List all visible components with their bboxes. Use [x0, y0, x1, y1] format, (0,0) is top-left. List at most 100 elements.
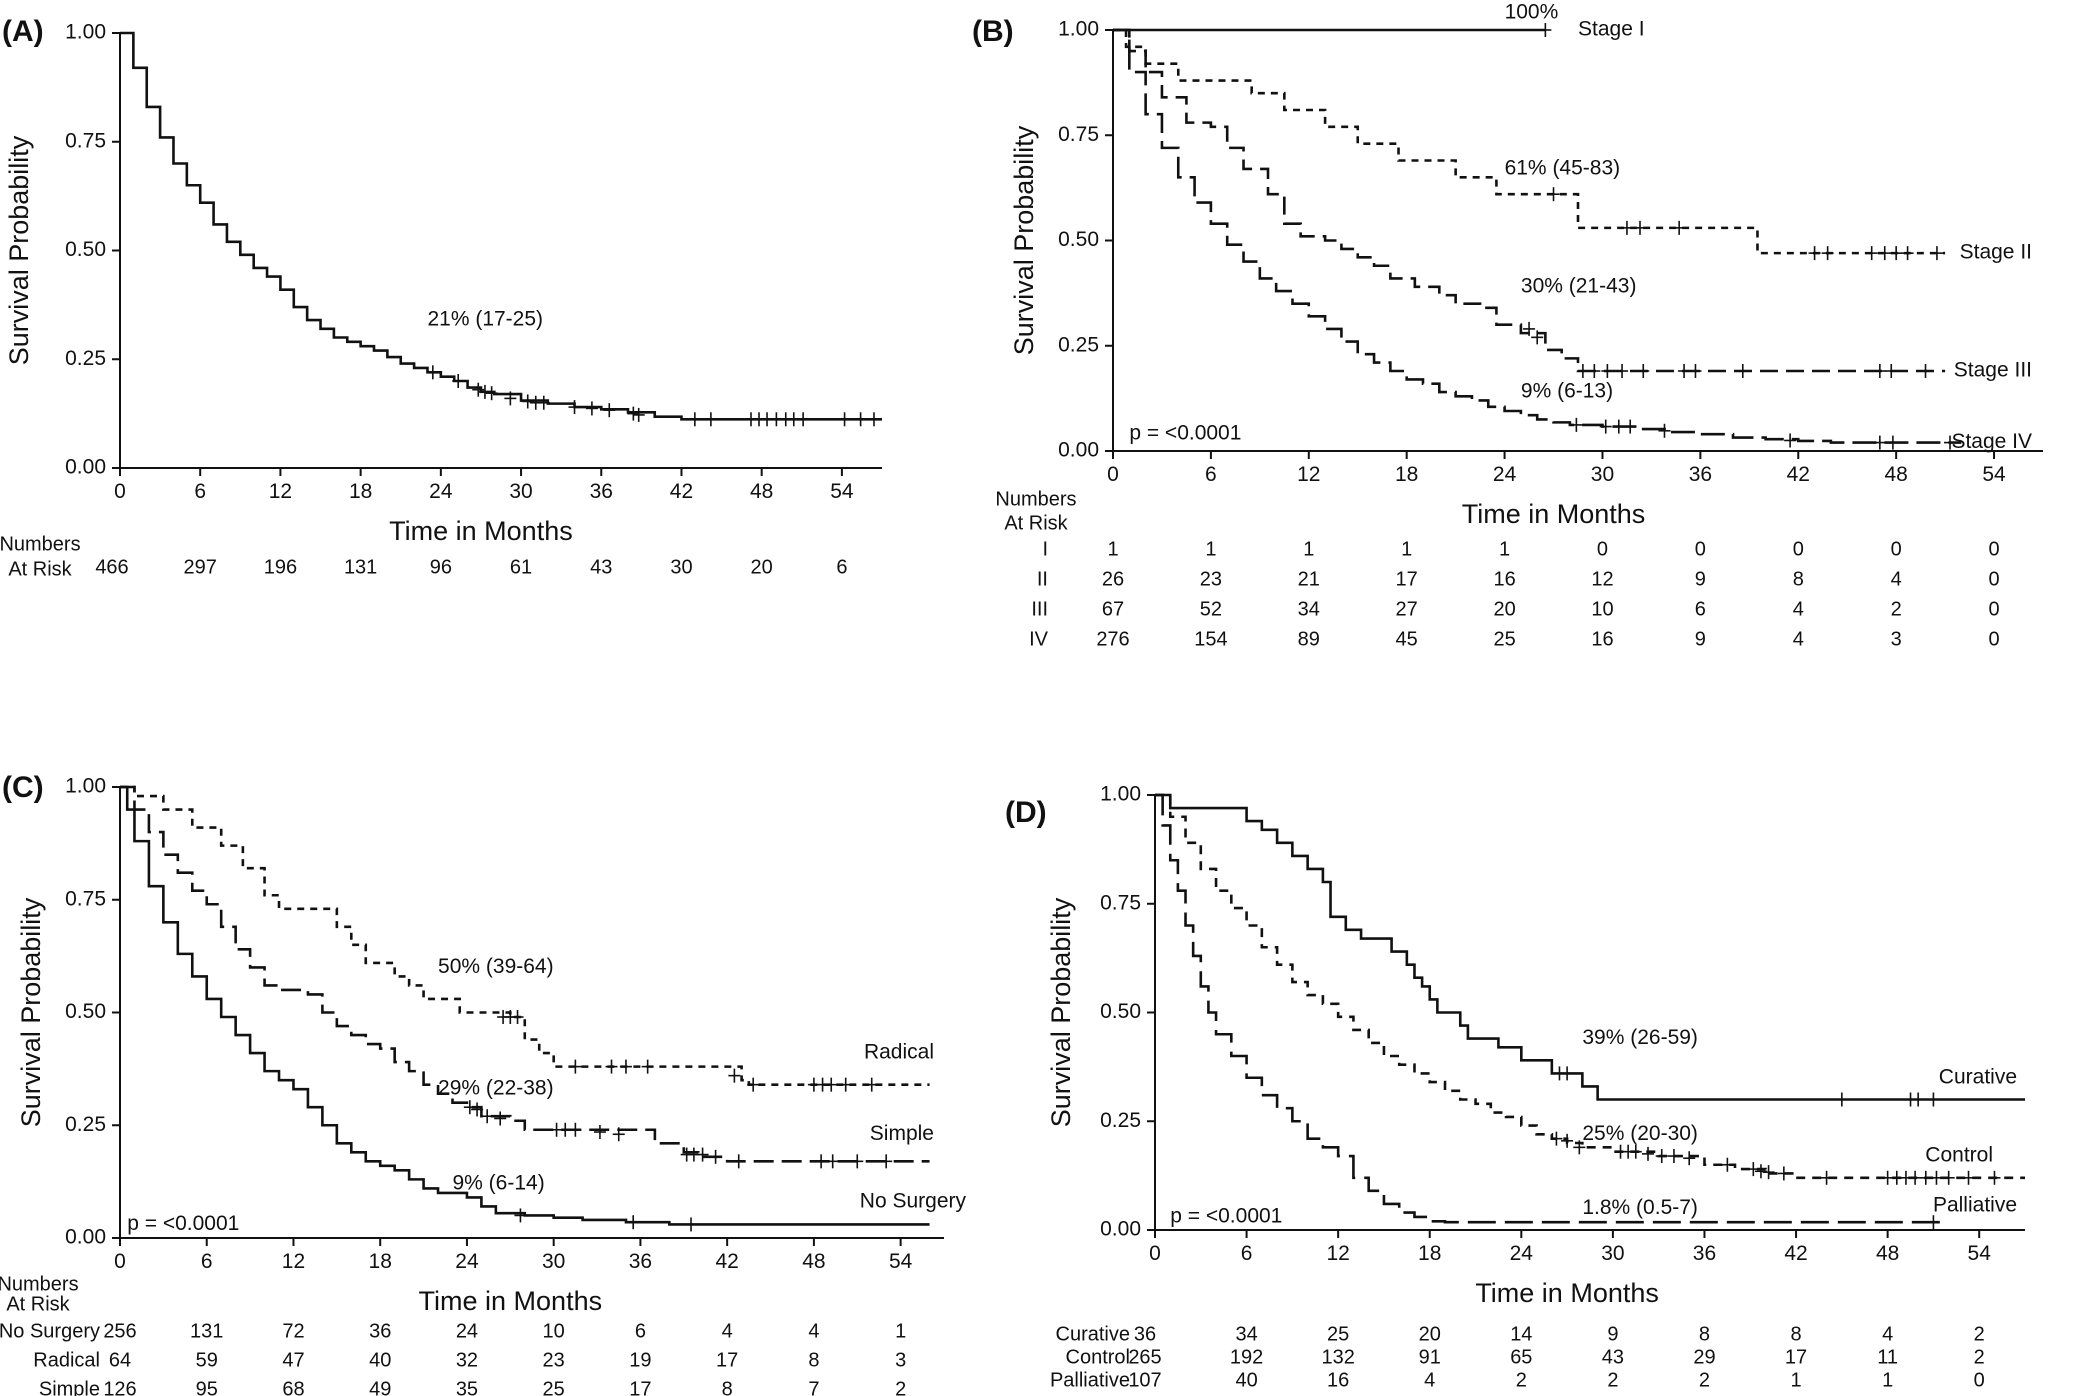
annotation: 50% (39-64) [438, 955, 554, 978]
risk-table-header: At Risk [1004, 512, 1068, 534]
annotation: p = <0.0001 [1129, 422, 1241, 445]
risk-count: 2 [1974, 1323, 1985, 1345]
x-tick-label: 54 [830, 480, 854, 503]
risk-count: 16 [1493, 568, 1515, 590]
x-tick-label: 18 [1418, 1242, 1441, 1265]
risk-count: 52 [1200, 598, 1222, 620]
risk-count: 0 [1597, 538, 1608, 560]
risk-count: 8 [808, 1349, 819, 1371]
y-axis-title: Survival Probability [16, 897, 46, 1127]
series-end-label: No Surgery [860, 1189, 967, 1212]
risk-count: 10 [543, 1320, 565, 1342]
risk-count: 4 [808, 1320, 819, 1342]
risk-count: 6 [1695, 598, 1706, 620]
risk-count: 23 [543, 1349, 565, 1371]
x-axis-title: Time in Months [1475, 1278, 1659, 1308]
risk-table-header: Numbers [0, 533, 81, 555]
survival-curve [120, 785, 930, 1226]
x-tick-label: 6 [1241, 1242, 1253, 1265]
risk-count: 4 [1891, 568, 1902, 590]
risk-count: 24 [456, 1320, 478, 1342]
x-tick-label: 48 [750, 480, 773, 503]
risk-count: 10 [1591, 598, 1613, 620]
y-tick-label: 0.25 [1100, 1109, 1141, 1132]
risk-count: 9 [1695, 568, 1706, 590]
risk-count: 59 [196, 1349, 218, 1371]
risk-row-label: IV [1029, 628, 1049, 650]
survival-curve [1155, 793, 2025, 1180]
panel-d: (D)0.000.250.500.751.000 6 12 18 24 30 36 42 48 5… [1005, 783, 2025, 1391]
risk-count: 49 [369, 1378, 391, 1396]
risk-count: 29 [1693, 1346, 1715, 1368]
x-tick-label: 54 [1968, 1242, 1992, 1265]
x-tick-label: 0 [1149, 1242, 1161, 1265]
risk-count: 0 [1793, 538, 1804, 560]
risk-count: 1 [1401, 538, 1412, 560]
risk-count: 61 [510, 556, 532, 578]
y-tick-label: 1.00 [65, 21, 106, 44]
risk-count: 154 [1194, 628, 1227, 650]
risk-row-label: Control [1066, 1346, 1130, 1368]
risk-count: 36 [1134, 1323, 1156, 1345]
annotation: 9% (6-14) [452, 1171, 544, 1194]
series-no-surgery: No Surgery [120, 785, 967, 1232]
y-axis-title: Survival Probability [4, 135, 34, 365]
x-tick-label: 24 [1493, 463, 1517, 486]
x-tick-label: 12 [282, 1250, 305, 1273]
series-control: Control [1155, 793, 2025, 1185]
risk-count: 1 [1882, 1369, 1893, 1391]
y-tick-label: 0.00 [1058, 439, 1099, 462]
y-tick-label: 0.50 [1100, 1000, 1141, 1023]
risk-count: 3 [895, 1349, 906, 1371]
x-tick-label: 12 [269, 480, 292, 503]
risk-count: 2 [895, 1378, 906, 1396]
x-tick-label: 0 [114, 1250, 126, 1273]
risk-count: 17 [1396, 568, 1418, 590]
series-stage-i: Stage I [1113, 18, 1645, 41]
x-tick-label: 0 [1107, 463, 1119, 486]
risk-row-label: II [1037, 568, 1048, 590]
series-end-label: Stage IV [1951, 430, 2032, 453]
x-tick-label: 30 [542, 1250, 565, 1273]
x-tick-label: 6 [201, 1250, 213, 1273]
risk-count: 1 [1790, 1369, 1801, 1391]
risk-count: 2 [1699, 1369, 1710, 1391]
panel-a: (A) 0.00 0.25 0.50 0.75 1.00 0 6 12 18 24 30 36 42 48 5… [0, 15, 882, 580]
x-tick-label: 36 [590, 480, 613, 503]
risk-count: 26 [1102, 568, 1124, 590]
risk-row-label: Radical [33, 1349, 100, 1371]
risk-count: 256 [103, 1320, 136, 1342]
risk-count: 17 [629, 1378, 651, 1396]
risk-count: 1 [1499, 538, 1510, 560]
x-tick-label: 36 [1693, 1242, 1716, 1265]
y-tick-label: 1.00 [65, 775, 106, 798]
x-tick-label: 6 [194, 480, 206, 503]
annotation: p = <0.0001 [1170, 1204, 1282, 1227]
risk-count: 20 [1419, 1323, 1441, 1345]
risk-row-label: Curative [1056, 1323, 1130, 1345]
survival-curve [120, 31, 882, 421]
risk-count: 6 [836, 556, 847, 578]
survival-curve [1113, 28, 1962, 444]
risk-table-header: At Risk [6, 1293, 70, 1315]
survival-curve [120, 785, 930, 1086]
risk-count: 72 [282, 1320, 304, 1342]
y-tick-label: 0.75 [65, 887, 106, 910]
risk-count: 126 [103, 1378, 136, 1396]
series-simple: Simple [120, 785, 934, 1169]
x-tick-label: 30 [1591, 463, 1614, 486]
survival-curve [1155, 793, 1949, 1224]
risk-table-header: Numbers [995, 488, 1076, 510]
x-tick-label: 18 [1395, 463, 1418, 486]
y-axis-title: Survival Probability [1009, 125, 1039, 355]
risk-count: 3 [1891, 628, 1902, 650]
survival-curve [1155, 793, 2025, 1101]
series-curative: Curative [1155, 793, 2025, 1107]
series-end-label: Curative [1939, 1065, 2017, 1088]
y-tick-label: 0.50 [1058, 228, 1099, 251]
risk-count: 16 [1327, 1369, 1349, 1391]
x-tick-label: 36 [1689, 463, 1712, 486]
x-tick-label: 24 [429, 480, 453, 503]
risk-count: 8 [722, 1378, 733, 1396]
panel-label: (A) [2, 15, 44, 48]
